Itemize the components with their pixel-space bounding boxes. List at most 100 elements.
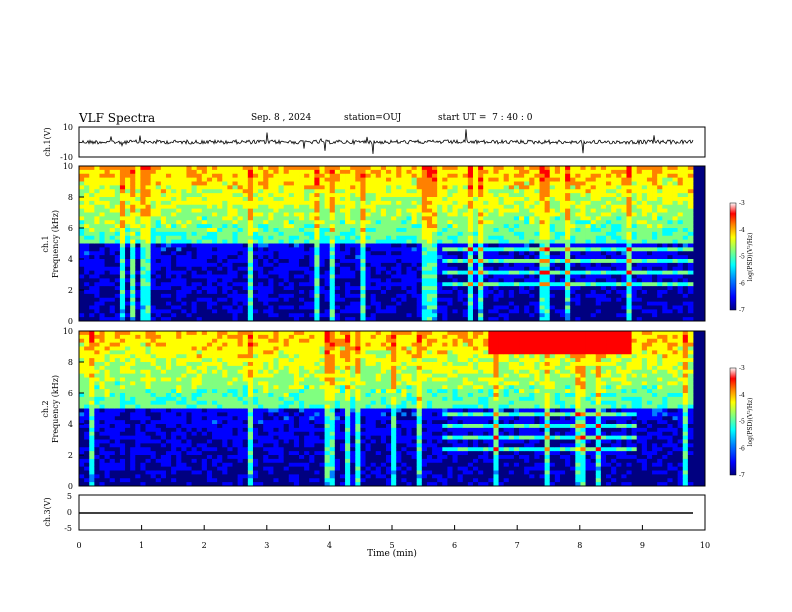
spectrogram-cell	[478, 243, 484, 248]
spectrogram-cell	[621, 266, 627, 272]
spectrogram-cell	[191, 177, 198, 182]
spectrogram-cell	[580, 212, 586, 217]
spectrogram-cell	[606, 270, 612, 275]
spectrogram-cell	[84, 282, 90, 287]
spectrogram-cell	[130, 297, 136, 303]
spectrogram-cell	[641, 200, 648, 206]
spectrogram-cell	[130, 251, 136, 256]
spectrogram-cell	[217, 262, 223, 268]
spectrogram-cell	[493, 266, 499, 272]
spectrogram-cell	[79, 259, 85, 264]
spectrogram-cell	[652, 247, 658, 252]
spectrogram-cell	[171, 317, 177, 322]
spectrogram-cell	[529, 317, 535, 322]
spectrogram-cell	[498, 181, 505, 186]
spectrogram-cell	[447, 189, 453, 194]
spectrogram-cell	[616, 270, 622, 275]
spectrogram-cell	[447, 173, 453, 179]
spectrogram-cell	[657, 243, 663, 248]
spectrogram-cell	[375, 185, 382, 190]
spectrogram-cell	[329, 274, 336, 279]
spectrogram-cell	[314, 266, 320, 272]
spectrogram-cell	[483, 259, 489, 264]
spectrogram-cell	[150, 189, 157, 194]
spectrogram-cell	[380, 181, 387, 186]
spectrogram-cell	[109, 216, 116, 221]
spectrogram-cell	[396, 173, 402, 179]
spectrogram-cell	[621, 224, 627, 229]
spectrogram-cell	[84, 400, 90, 406]
spectrogram-cell	[89, 290, 95, 295]
spectrogram-cell	[559, 286, 566, 291]
spectrogram-cell	[636, 317, 643, 322]
spectrogram-cell	[636, 282, 643, 287]
spectrogram-cell	[585, 286, 592, 291]
spectrogram-cell	[544, 290, 551, 295]
spectrogram-cell	[606, 197, 612, 202]
spectrogram-cell	[585, 216, 592, 221]
spectrogram-cell	[667, 266, 673, 272]
spectrogram-cell	[483, 204, 489, 210]
spectrogram-cell	[472, 278, 479, 283]
spectrogram-cell	[595, 301, 602, 306]
spectrogram-cell	[94, 466, 100, 471]
spectrogram-cell	[324, 266, 331, 272]
spectrogram-cell	[135, 278, 141, 283]
spectrogram-cell	[304, 247, 310, 252]
spectrogram-cell	[682, 228, 689, 233]
spectrogram-cell	[309, 247, 315, 252]
spectrogram-cell	[140, 177, 146, 182]
spectrogram-cell	[242, 243, 249, 248]
spectrogram-cell	[237, 262, 244, 268]
spectrogram-cell	[687, 290, 694, 295]
spectrogram-cell	[130, 313, 136, 318]
spectrogram-cell	[442, 231, 448, 237]
spectrogram-cell	[89, 420, 95, 425]
spectrogram-cell	[662, 278, 668, 283]
spectrogram-cell	[626, 255, 632, 260]
spectrogram-cell	[626, 228, 632, 233]
spectrogram-cell	[119, 278, 126, 283]
spectrogram-cell	[672, 185, 679, 190]
spectrogram-cell	[641, 231, 648, 237]
spectrogram-cell	[288, 173, 295, 179]
spectrogram-cell	[288, 239, 295, 244]
spectrogram-cell	[472, 200, 479, 206]
spectrogram-cell	[324, 278, 331, 283]
spectrogram-cell	[99, 197, 105, 202]
spectrogram-cell	[672, 197, 679, 202]
spectrogram-cell	[171, 204, 177, 210]
spectrogram-cell	[227, 274, 233, 279]
spectrogram-cell	[401, 297, 407, 303]
spectrogram-cell	[529, 282, 535, 287]
spectrogram-cell	[319, 270, 325, 275]
spectrogram-cell	[125, 212, 131, 217]
spectrogram-cell	[130, 262, 136, 268]
spectrogram-cell	[641, 197, 648, 202]
spectrogram-cell	[677, 255, 684, 260]
spectrogram-cell	[585, 247, 592, 252]
spectrogram-cell	[247, 166, 254, 171]
spectrogram-cell	[237, 274, 244, 279]
spectrogram-cell	[549, 266, 556, 272]
spectrogram-cell	[360, 259, 366, 264]
spectrogram-cell	[79, 270, 85, 275]
spectrogram-cell	[104, 297, 111, 303]
spectrogram-cell	[503, 189, 510, 194]
spectrogram-cell	[165, 200, 172, 206]
spectrogram-cell	[524, 231, 530, 237]
spectrogram-cell	[150, 266, 157, 272]
spectrogram-cell	[508, 297, 515, 303]
spectrogram-cell	[585, 224, 592, 229]
spectrogram-cell	[437, 204, 443, 210]
spectrogram-cell	[283, 185, 290, 190]
spectrogram-cell	[314, 200, 320, 206]
spectrogram-cell	[345, 239, 351, 244]
spectrogram-cell	[432, 228, 438, 233]
spectrogram-cell	[549, 181, 556, 186]
spectrogram-cell	[539, 239, 546, 244]
spectrogram-cell	[600, 282, 607, 287]
spectrogram-cell	[114, 301, 121, 306]
spectrogram-cell	[549, 177, 556, 182]
spectrogram-cell	[416, 220, 423, 225]
